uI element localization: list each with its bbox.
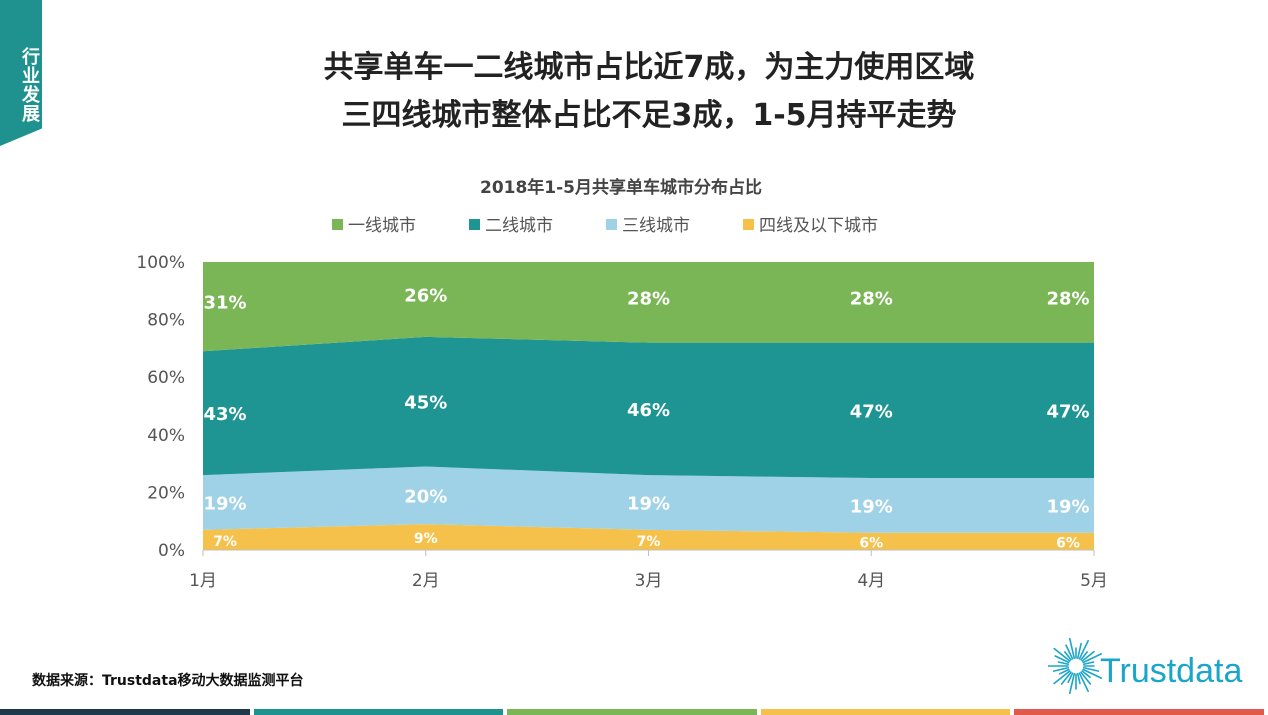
data-label: 28% <box>1046 288 1089 309</box>
data-label: 26% <box>404 285 447 306</box>
data-label: 6% <box>1056 535 1080 551</box>
y-tick-label: 60% <box>147 368 185 388</box>
legend-label: 二线城市 <box>485 216 553 236</box>
data-label: 47% <box>1046 401 1089 422</box>
data-label: 20% <box>404 486 447 507</box>
bottom-bar-segment <box>507 709 757 715</box>
data-label-group: 7% 9% 7% 6% 6% 19% 20% 19% 19% 19% 43% 45% 46% 47% 47%… <box>203 285 1089 551</box>
data-label: 28% <box>850 288 893 309</box>
y-tick-label: 0% <box>158 541 185 561</box>
legend-label: 三线城市 <box>622 216 690 236</box>
bottom-bar-segment <box>0 709 250 715</box>
headline-line-2: 三四线城市整体占比不足3成，1-5月持平走势 <box>341 98 957 133</box>
data-label: 19% <box>203 493 246 514</box>
area-四线及以下城市 <box>203 524 1094 550</box>
sunburst-icon <box>1048 637 1103 695</box>
area-series-group <box>203 262 1094 550</box>
data-label: 9% <box>414 531 438 547</box>
legend-label: 四线及以下城市 <box>759 216 878 236</box>
data-label: 6% <box>859 535 883 551</box>
section-tab: 行业发展 <box>0 0 42 146</box>
legend-swatch <box>469 219 480 230</box>
area-二线城市 <box>203 336 1094 478</box>
data-label: 19% <box>850 496 893 517</box>
x-tick-label: 5月 <box>1080 571 1108 591</box>
legend-swatch <box>332 219 343 230</box>
data-label: 7% <box>637 534 661 550</box>
source-note: 数据来源：Trustdata移动大数据监测平台 <box>32 673 304 689</box>
brand-name: Trustdata <box>1100 652 1243 690</box>
x-tick-label: 3月 <box>635 571 663 591</box>
area-一线城市 <box>203 262 1094 352</box>
y-tick-label: 100% <box>136 253 185 273</box>
x-tick-label: 1月 <box>189 571 217 591</box>
legend-label: 一线城市 <box>348 216 416 236</box>
data-label: 31% <box>203 293 246 314</box>
axes-group: 0% 20% 40% 60% 80% 100% 1月 2月 3月 4月 5月 <box>136 253 1108 591</box>
bottom-bar-segment <box>253 709 504 715</box>
legend-swatch <box>743 219 754 230</box>
bottom-bar-segment <box>1014 709 1264 715</box>
y-tick-label: 20% <box>147 483 185 503</box>
bottom-bar-segment <box>760 709 1011 715</box>
headline-line-1: 共享单车一二线城市占比近7成，为主力使用区域 <box>323 50 975 85</box>
data-label: 28% <box>627 288 670 309</box>
data-label: 45% <box>404 393 447 414</box>
data-label: 47% <box>850 401 893 422</box>
x-tick-label: 2月 <box>412 571 440 591</box>
chart-legend: 一线城市 二线城市 三线城市 四线及以下城市 <box>332 216 878 236</box>
y-tick-label: 80% <box>147 311 185 331</box>
data-label: 46% <box>627 400 670 421</box>
brand-logo: Trustdata <box>1048 637 1243 695</box>
x-tick-label: 4月 <box>857 571 885 591</box>
data-label: 19% <box>1046 496 1089 517</box>
area-三线城市 <box>203 466 1094 533</box>
data-label: 19% <box>627 493 670 514</box>
chart-title: 2018年1-5月共享单车城市分布占比 <box>480 177 762 198</box>
data-label: 43% <box>203 404 246 425</box>
y-tick-label: 40% <box>147 426 185 446</box>
legend-swatch <box>606 219 617 230</box>
data-label: 7% <box>213 534 237 550</box>
stacked-area-chart: 2018年1-5月共享单车城市分布占比 一线城市 二线城市 三线城市 四线及以下城市 … <box>136 177 1108 591</box>
